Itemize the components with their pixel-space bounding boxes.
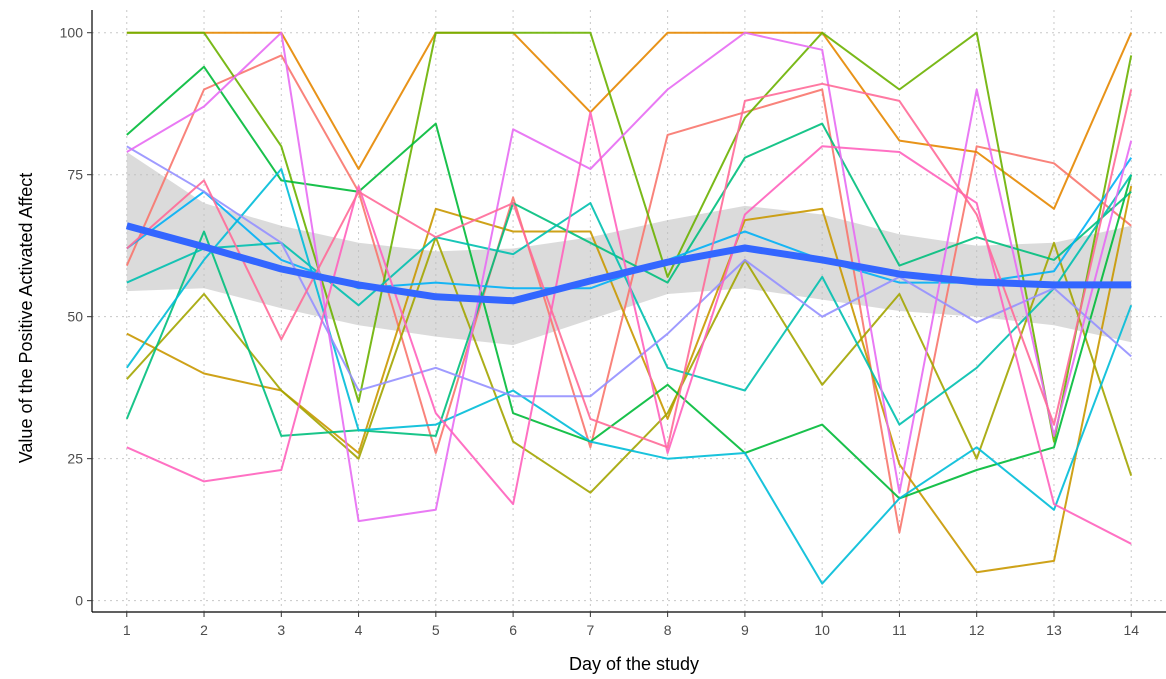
x-tick-label: 14: [1123, 622, 1139, 638]
x-tick-label: 10: [814, 622, 830, 638]
y-tick-label: 50: [67, 309, 83, 325]
x-tick-label: 7: [586, 622, 594, 638]
series-line-6: [126, 65, 1133, 500]
trend-line: [125, 222, 1132, 305]
x-tick-label: 9: [741, 622, 749, 638]
confidence-band-layer: [126, 152, 1132, 346]
series-line-7: [125, 122, 1132, 437]
x-tick-label: 3: [277, 622, 285, 638]
series-layer: [125, 31, 1133, 585]
trend-layer: [125, 222, 1132, 305]
x-tick-label: 11: [892, 622, 907, 638]
x-tick-label: 5: [432, 622, 440, 638]
series-line-13: [126, 111, 1132, 545]
axes: [91, 10, 1166, 613]
series-line-1: [125, 54, 1132, 534]
series-line-9: [125, 168, 1133, 585]
x-tick-label: 4: [355, 622, 363, 638]
x-tick-label: 12: [969, 622, 985, 638]
series-line-5: [126, 31, 1133, 443]
confidence-band: [126, 152, 1132, 346]
x-tick-label: 8: [664, 622, 672, 638]
series-line-12: [126, 31, 1133, 523]
series-line-11: [126, 145, 1132, 398]
y-axis-title: Value of the Positive Activated Affect: [16, 173, 36, 464]
x-tick-label: 13: [1046, 622, 1062, 638]
x-tick-label: 2: [200, 622, 208, 638]
x-tick-label: 6: [509, 622, 517, 638]
y-tick-label: 75: [67, 167, 83, 183]
x-tick-label: 1: [123, 622, 131, 638]
series-line-14: [126, 82, 1133, 449]
y-tick-label: 25: [67, 451, 83, 467]
x-axis-title: Day of the study: [569, 654, 699, 674]
series-line-4: [126, 236, 1133, 494]
series-line-2: [126, 31, 1133, 210]
y-tick-label: 100: [60, 25, 84, 41]
y-tick-label: 0: [75, 593, 83, 609]
